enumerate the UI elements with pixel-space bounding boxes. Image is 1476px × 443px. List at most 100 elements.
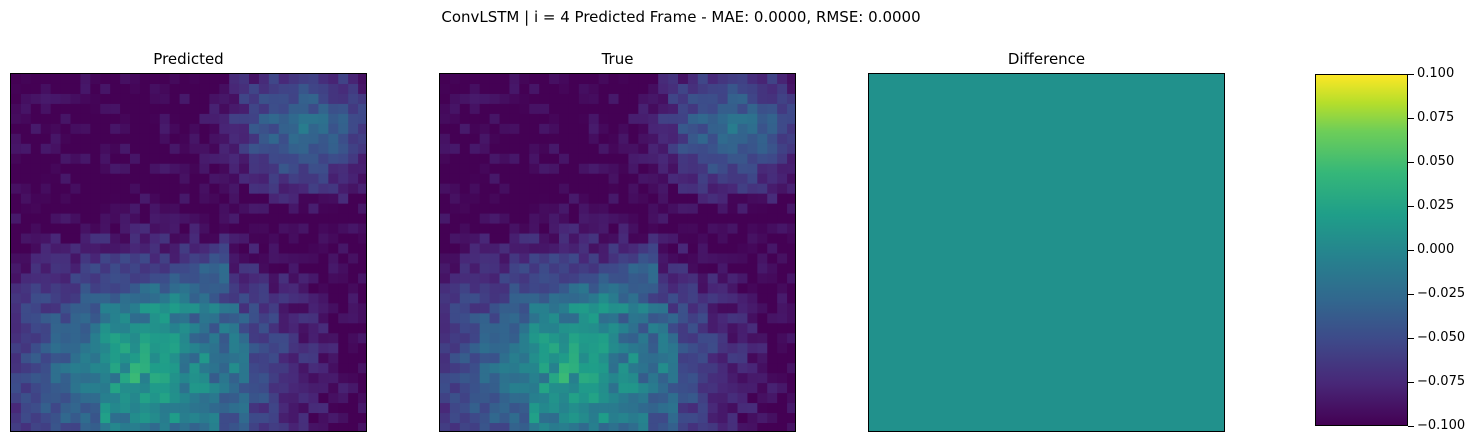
heatmap-cell — [747, 313, 758, 324]
heatmap-cell — [499, 83, 511, 95]
heatmap-cell — [519, 153, 530, 165]
heatmap-cell — [110, 283, 121, 294]
heatmap-cell — [40, 203, 52, 215]
heatmap-cell — [110, 223, 121, 235]
heatmap-cell — [120, 343, 131, 354]
heatmap-cell — [288, 373, 300, 384]
heatmap-cell — [348, 303, 359, 314]
heatmap-cell — [638, 233, 649, 245]
heatmap-cell — [737, 303, 749, 314]
heatmap-cell — [159, 293, 171, 304]
heatmap-cell — [20, 423, 32, 431]
heatmap-cell — [767, 323, 778, 334]
heatmap-cell — [489, 353, 501, 364]
heatmap-cell — [338, 313, 349, 324]
heatmap-cell — [11, 83, 22, 95]
heatmap-cell — [348, 253, 359, 265]
heatmap-cell — [787, 413, 795, 424]
heatmap-cell — [668, 143, 679, 155]
heatmap-cell — [11, 183, 22, 195]
heatmap-cell — [479, 303, 491, 314]
heatmap-cell — [787, 103, 795, 115]
heatmap-cell — [459, 383, 471, 394]
heatmap-cell — [130, 103, 141, 115]
heatmap-cell — [787, 233, 795, 245]
heatmap-cell — [539, 183, 550, 195]
heatmap-cell — [278, 173, 290, 185]
heatmap-cell — [11, 113, 22, 125]
heatmap-cell — [298, 363, 310, 374]
heatmap-cell — [559, 153, 570, 165]
heatmap-cell — [559, 383, 570, 394]
heatmap-cell — [20, 333, 32, 344]
heatmap-cell — [249, 343, 260, 354]
heatmap-cell — [268, 333, 280, 344]
heatmap-cell — [338, 353, 349, 364]
heatmap-cell — [588, 353, 600, 364]
heatmap-cell — [747, 93, 758, 105]
heatmap-cell — [668, 123, 679, 135]
heatmap-cell — [219, 333, 230, 344]
heatmap-cell — [648, 143, 659, 155]
heatmap-cell — [787, 173, 795, 185]
heatmap-cell — [568, 333, 580, 344]
heatmap-cell — [539, 203, 550, 215]
heatmap-cell — [628, 243, 639, 255]
heatmap-cell — [358, 333, 366, 344]
heatmap-cell — [338, 333, 349, 344]
heatmap-cell — [747, 83, 758, 95]
heatmap-cell — [60, 133, 72, 145]
heatmap-cell — [757, 243, 768, 255]
heatmap-cell — [268, 193, 280, 205]
heatmap-cell — [598, 113, 610, 125]
heatmap-cell — [757, 403, 768, 414]
heatmap-cell — [249, 143, 260, 155]
heatmap-cell — [757, 83, 768, 95]
heatmap-cell — [559, 113, 570, 125]
heatmap-cell — [100, 383, 111, 394]
heatmap-cell — [258, 263, 270, 275]
heatmap-cell — [529, 413, 540, 424]
heatmap-cell — [479, 133, 491, 145]
heatmap-cell — [628, 153, 639, 165]
heatmap-cell — [499, 183, 511, 195]
heatmap-cell — [648, 413, 659, 424]
heatmap-cell — [519, 283, 530, 294]
heatmap-cell — [189, 253, 201, 265]
heatmap-cell — [697, 93, 709, 105]
heatmap-cell — [598, 373, 610, 384]
heatmap-cell — [288, 303, 300, 314]
heatmap-cell — [50, 353, 62, 364]
heatmap-cell — [40, 393, 52, 404]
heatmap-cell — [328, 363, 339, 374]
heatmap-cell — [549, 83, 560, 95]
heatmap-cell — [50, 263, 62, 275]
heatmap-cell — [479, 413, 491, 424]
heatmap-cell — [139, 373, 151, 384]
heatmap-cell — [100, 363, 111, 374]
heatmap-cell — [288, 233, 300, 245]
heatmap-cell — [449, 393, 461, 404]
heatmap-cell — [139, 113, 151, 125]
heatmap-cell — [618, 163, 630, 175]
heatmap-cell — [20, 113, 32, 125]
heatmap-cell — [747, 193, 758, 205]
heatmap-cell — [348, 373, 359, 384]
heatmap-cell — [499, 383, 511, 394]
heatmap-cell — [568, 423, 580, 431]
heatmap-cell — [727, 253, 739, 265]
heatmap-cell — [50, 233, 62, 245]
heatmap-cell — [707, 343, 719, 354]
heatmap-cell — [338, 423, 349, 431]
heatmap-cell — [139, 323, 151, 334]
heatmap-cell — [90, 83, 101, 95]
heatmap-cell — [747, 183, 758, 195]
heatmap-cell — [348, 343, 359, 354]
heatmap-cell — [189, 423, 201, 431]
heatmap-cell — [549, 403, 560, 414]
heatmap-cell — [519, 263, 530, 275]
heatmap-cell — [209, 293, 220, 304]
heatmap-cell — [11, 223, 22, 235]
heatmap-cell — [130, 343, 141, 354]
heatmap-cell — [328, 313, 339, 324]
